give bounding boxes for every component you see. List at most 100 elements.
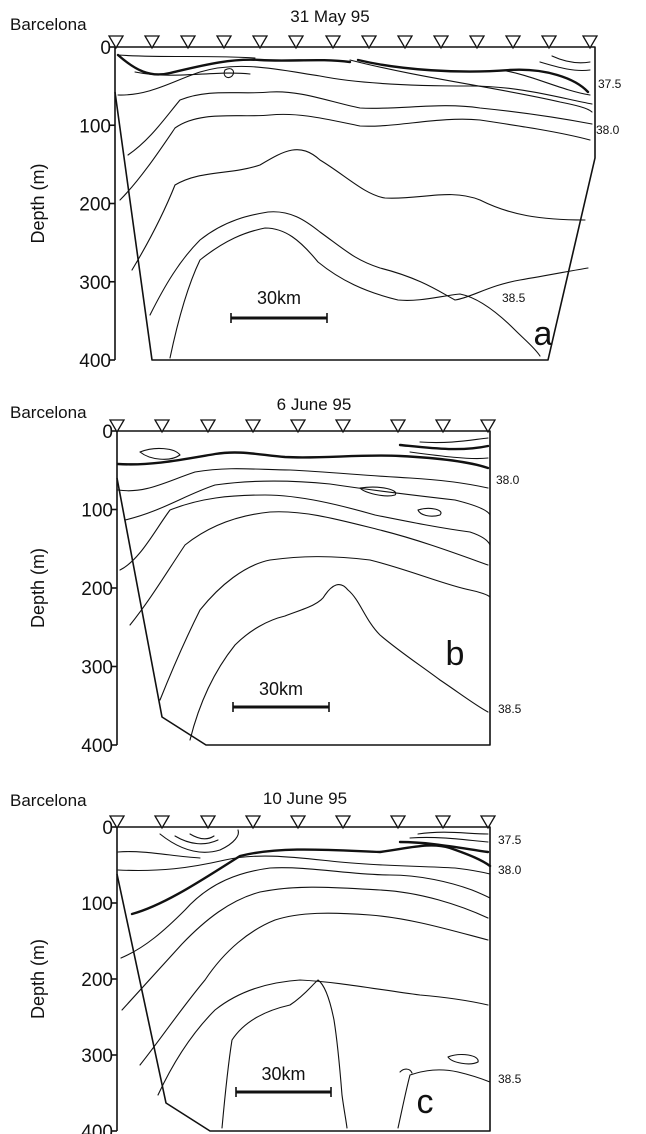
- station-marker: [479, 815, 497, 830]
- station-marker: [468, 35, 486, 50]
- contour-line: [129, 511, 489, 626]
- contour-line: [119, 113, 591, 201]
- contour-line: [149, 211, 589, 316]
- contour-value-label: 38.5: [498, 702, 522, 716]
- station-marker: [396, 35, 414, 50]
- contour-line: [117, 851, 201, 859]
- station-marker: [432, 35, 450, 50]
- place-label: Barcelona: [10, 15, 87, 34]
- panel-title: 6 June 95: [277, 395, 352, 414]
- contour-line: [189, 833, 215, 840]
- contour-line: [157, 979, 489, 1096]
- station-marker: [504, 35, 522, 50]
- contour-line: [174, 835, 219, 845]
- depth-axis-label: Depth (m): [28, 548, 48, 628]
- station-marker: [199, 419, 217, 434]
- station-marker: [581, 35, 599, 50]
- station-marker: [334, 419, 352, 434]
- depth-tick-label: 300: [79, 273, 111, 294]
- contour-line: [117, 855, 491, 875]
- station-marker: [244, 419, 262, 434]
- contour-line: [116, 451, 490, 470]
- contour-line: [124, 480, 491, 521]
- station-marker: [540, 35, 558, 50]
- contour-line: [417, 831, 489, 835]
- contour-value-label: 38.5: [498, 1072, 522, 1086]
- place-label: Barcelona: [10, 791, 87, 810]
- depth-axis-label: Depth (m): [28, 163, 48, 243]
- station-marker: [244, 815, 262, 830]
- panel-letter: a: [534, 315, 553, 353]
- scale-bar-label: 30km: [259, 679, 303, 699]
- station-marker: [334, 815, 352, 830]
- station-marker: [153, 419, 171, 434]
- contour-value-label: 38.0: [496, 473, 520, 487]
- station-marker: [108, 815, 126, 830]
- contour-line: [116, 53, 352, 76]
- contour-line: [121, 886, 489, 1011]
- contour-line: [359, 486, 397, 497]
- depth-tick-label: 300: [81, 658, 113, 679]
- station-marker: [389, 815, 407, 830]
- contour-line: [117, 65, 593, 105]
- contour-line: [159, 829, 239, 853]
- contour-value-label: 37.5: [498, 833, 522, 847]
- contour-value-label: 38.0: [596, 123, 620, 137]
- contour-value-label: 37.5: [598, 77, 622, 91]
- scale-bar-label: 30km: [257, 288, 301, 308]
- contour-line: [447, 1053, 479, 1065]
- station-marker: [153, 815, 171, 830]
- place-label: Barcelona: [10, 403, 87, 422]
- station-marker: [389, 419, 407, 434]
- contour-line: [130, 844, 492, 916]
- contour-line: [117, 54, 256, 59]
- station-marker: [324, 35, 342, 50]
- station-marker: [179, 35, 197, 50]
- contour-line: [127, 91, 593, 156]
- contour-line: [398, 443, 490, 451]
- station-marker: [434, 815, 452, 830]
- depth-tick-label: 100: [81, 894, 113, 915]
- contour-line: [499, 69, 591, 96]
- depth-tick-label: 400: [81, 736, 113, 757]
- depth-tick-label: 200: [79, 195, 111, 216]
- contour-line: [417, 507, 442, 517]
- panel-title: 10 June 95: [263, 789, 347, 808]
- contour-line: [131, 149, 586, 271]
- contour-line: [221, 979, 348, 1129]
- contour-line: [189, 584, 489, 741]
- panel-letter: c: [417, 1083, 434, 1121]
- station-marker: [199, 815, 217, 830]
- contour-line: [119, 494, 491, 571]
- contour-line: [223, 68, 235, 79]
- depth-tick-label: 400: [79, 351, 111, 372]
- contour-line: [356, 58, 590, 94]
- contour-line: [117, 468, 489, 492]
- contour-line: [397, 1069, 491, 1129]
- station-marker: [434, 419, 452, 434]
- contour-line: [398, 840, 490, 854]
- scale-bar-label: 30km: [261, 1064, 305, 1084]
- section-panel-c: 10 June 95 Barcelona 0 100 200 300 400 Depth (m…: [10, 789, 522, 1134]
- contour-line: [169, 227, 541, 359]
- station-marker: [107, 35, 125, 50]
- panel-letter: b: [446, 635, 465, 673]
- depth-tick-label: 100: [81, 501, 113, 522]
- contour-line: [539, 61, 591, 72]
- contour-line: [159, 556, 491, 701]
- depth-tick-label: 100: [79, 116, 111, 137]
- station-marker: [287, 35, 305, 50]
- section-outline: [116, 430, 491, 746]
- contour-value-label: 38.0: [498, 863, 522, 877]
- station-marker: [289, 815, 307, 830]
- station-marker: [251, 35, 269, 50]
- station-marker: [479, 419, 497, 434]
- contour-line: [139, 447, 181, 460]
- depth-tick-label: 200: [81, 579, 113, 600]
- section-outline: [114, 46, 596, 361]
- depth-tick-label: 0: [102, 818, 113, 839]
- panel-title: 31 May 95: [290, 7, 369, 26]
- depth-tick-label: 0: [102, 422, 113, 443]
- section-panel-a: 31 May 95 Barcelona 0 100 200 300 400 Depth (m)…: [10, 7, 622, 372]
